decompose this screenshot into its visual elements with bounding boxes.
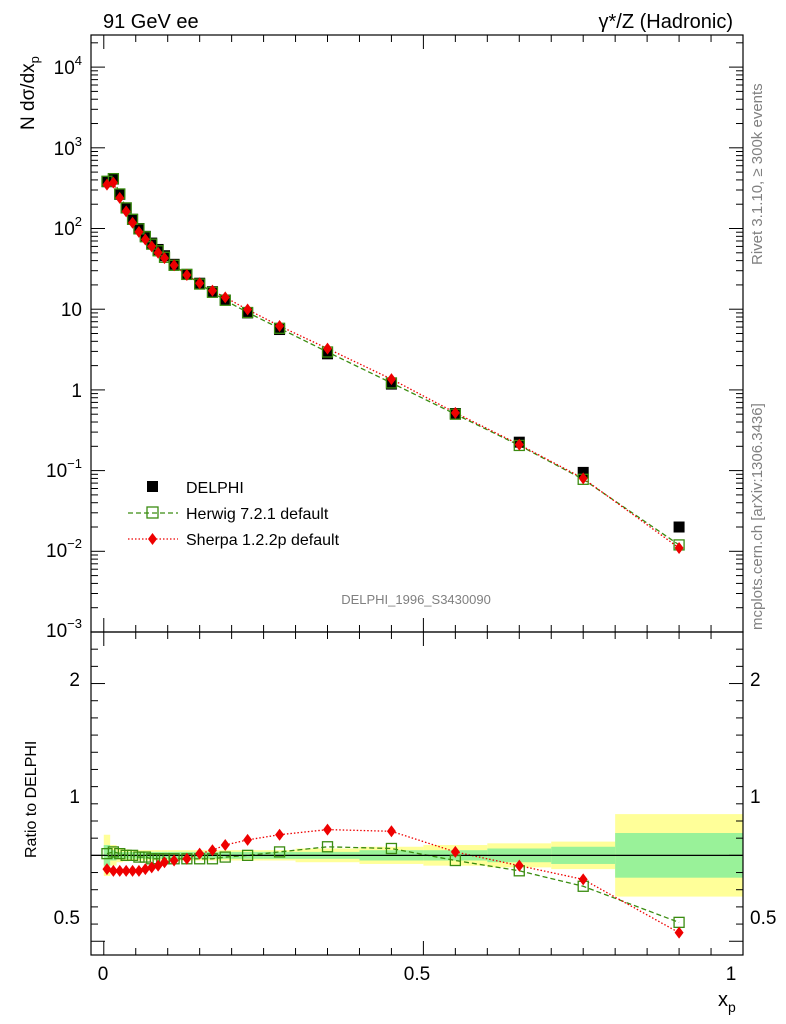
herwig-ratio-point (114, 847, 126, 860)
legend-label-sherpa: Sherpa 1.2.2p default (186, 532, 340, 549)
ytick-label-1e-2: 10−2 (46, 536, 82, 562)
ytick-label-10: 10 (61, 300, 82, 321)
legend-label-herwig: Herwig 7.2.1 default (186, 506, 329, 523)
sherpa-ratio-point (386, 825, 396, 838)
legend-marker-delphi (147, 481, 158, 492)
sherpa-point (182, 269, 192, 282)
delphi-point (673, 521, 685, 533)
ytick-label-1e-3: 10−3 (46, 616, 82, 642)
ytick-label-1: 1 (71, 381, 82, 402)
axes-layer (90, 34, 744, 956)
sherpa-point (108, 176, 118, 189)
sherpa-point (514, 438, 524, 451)
header-right-label: γ*/Z (Hadronic) (599, 11, 733, 33)
rivet-version-label: Rivet 3.1.10, ≥ 300k events (749, 83, 766, 265)
sherpa-ratio-point (182, 852, 192, 865)
ytick-label-1e2: 102 (54, 214, 82, 240)
sherpa-ratio-point (134, 864, 144, 877)
herwig-ratio-point (385, 842, 398, 855)
main-ytick-labels: 104 103 102 10 1 10−1 10−2 10−3 (46, 53, 82, 642)
delphi-point (577, 466, 589, 478)
sherpa-ratio-point (128, 864, 138, 877)
sherpa-point (674, 541, 684, 554)
sherpa-ratio-point (147, 861, 157, 874)
sherpa-ratio-point (674, 926, 684, 939)
mcplots-label: mcplots.cern.ch [arXiv:1306.3436] (749, 403, 766, 630)
sherpa-ratio-point (195, 847, 205, 860)
sherpa-point (207, 284, 217, 297)
sherpa-point (195, 277, 205, 290)
sherpa-ratio-point (102, 863, 112, 876)
herwig-ratio-point (107, 846, 120, 858)
sherpa-point (220, 291, 230, 304)
sherpa-point (243, 303, 253, 316)
sherpa-point (160, 252, 170, 265)
xtick-label-0: 0 (98, 964, 109, 985)
ratio-ytick-label-right-0_5: 0.5 (750, 908, 776, 929)
legend-marker-herwig (146, 506, 159, 519)
ratio-ylabel: Ratio to DELPHI (23, 741, 40, 858)
xtick-labels: 0 0.5 1 (98, 964, 737, 985)
herwig-ratio-point (273, 846, 286, 858)
ytick-label-1e3: 103 (54, 134, 82, 160)
sherpa-point (386, 373, 396, 386)
sherpa-ratio-point (323, 823, 333, 836)
markers-layer (101, 172, 685, 939)
sherpa-point (275, 319, 285, 332)
sherpa-ratio-point (514, 859, 524, 872)
sherpa-ratio-point (169, 854, 179, 867)
sherpa-point (323, 342, 333, 355)
herwig-ratio-point (321, 841, 334, 853)
sherpa-point (121, 205, 131, 218)
sherpa-point (450, 406, 460, 419)
ratio-ytick-labels: 2 1 0.5 2 1 0.5 (54, 670, 777, 929)
legend: DELPHI Herwig 7.2.1 default Sherpa 1.2.2… (128, 480, 340, 549)
analysis-id-label: DELPHI_1996_S3430090 (341, 592, 491, 607)
sherpa-ratio-point (115, 864, 125, 877)
x-axis-label: xp (718, 989, 736, 1015)
sherpa-ratio-point (140, 863, 150, 876)
sherpa-ratio-point (121, 864, 131, 877)
herwig-ratio-point (139, 851, 151, 863)
sherpa-point (134, 225, 144, 238)
sherpa-ratio-point (220, 839, 230, 852)
ratio-ytick-label-2: 2 (69, 670, 80, 691)
main-ylabel: N dσ/dxp (18, 56, 42, 130)
sherpa-ratio-point (160, 856, 170, 869)
sherpa-point (115, 191, 125, 204)
ratio-ytick-label-0_5: 0.5 (54, 908, 80, 929)
xtick-label-0_5: 0.5 (404, 964, 430, 985)
sherpa-point (140, 233, 150, 246)
sherpa-point (128, 216, 138, 229)
sherpa-point (147, 240, 157, 253)
sherpa-point (102, 178, 112, 191)
herwig-ratio-point (219, 851, 231, 863)
ytick-label-1e4: 104 (54, 53, 82, 79)
sherpa-point (153, 246, 163, 259)
sherpa-ratio-point (207, 844, 217, 857)
sherpa-point (169, 259, 179, 272)
legend-label-delphi: DELPHI (186, 480, 244, 497)
sherpa-ratio-point (243, 833, 253, 846)
sherpa-ratio-point (578, 873, 588, 886)
legend-marker-sherpa (148, 533, 157, 545)
herwig-ratio-point (133, 851, 145, 863)
ratio-ytick-label-right-2: 2 (750, 670, 761, 691)
ratio-ytick-label-1: 1 (69, 787, 80, 808)
xtick-label-1: 1 (726, 964, 737, 985)
sherpa-point (578, 472, 588, 485)
ratio-frame (90, 631, 744, 956)
ratio-ytick-label-right-1: 1 (750, 787, 761, 808)
herwig-ratio-point (241, 849, 254, 862)
herwig-ratio-point (126, 849, 139, 862)
herwig-ratio-point (120, 849, 132, 862)
sherpa-ratio-point (108, 864, 118, 877)
sherpa-ratio-point (450, 845, 460, 858)
sherpa-ratio-point (275, 828, 285, 841)
ytick-label-1e-1: 10−1 (46, 456, 82, 482)
herwig-ratio-point (101, 847, 113, 860)
header-left-label: 91 GeV ee (103, 11, 199, 33)
